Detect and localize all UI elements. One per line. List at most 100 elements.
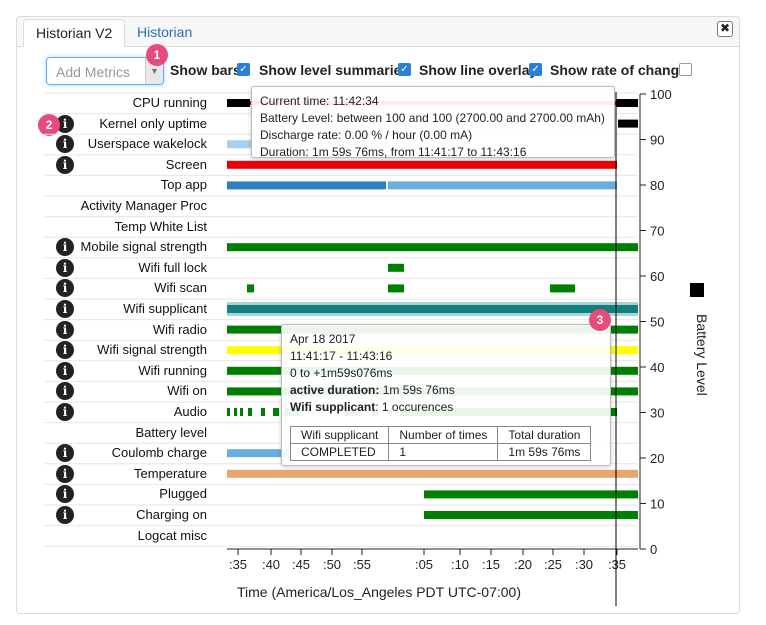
badge-2: 2 — [38, 114, 60, 136]
info-icon[interactable]: i — [56, 485, 74, 504]
metric-label: Screen — [165, 156, 207, 172]
show-bars-label: Show bars — [170, 62, 241, 78]
metric-label: Wifi scan — [154, 280, 207, 296]
timeline-bar — [618, 119, 638, 128]
timeline-bar — [273, 408, 279, 416]
info-icon[interactable]: i — [56, 341, 74, 360]
metric-label: Wifi radio — [152, 321, 207, 337]
metric-label: Userspace wakelock — [87, 136, 207, 152]
battery-level-legend-swatch — [690, 283, 704, 297]
metric-label: Audio — [173, 404, 207, 419]
info-icon[interactable]: i — [56, 506, 74, 524]
show-line-overlay-checkbox[interactable]: ✓ — [529, 63, 542, 76]
metric-label: Temperature — [134, 465, 207, 481]
metric-label: Temp White List — [114, 218, 207, 234]
tooltip-current-time: Current time: 11:42:34 — [260, 94, 379, 108]
y-tick-label: 40 — [650, 360, 664, 375]
wifi-supplicant-tooltip: Apr 18 2017 11:41:17 - 11:43:16 0 to +1m… — [281, 324, 611, 466]
x-tick-label: :35 — [608, 557, 626, 572]
x-tick-label: :25 — [544, 557, 562, 572]
y-tick-label: 70 — [650, 224, 664, 239]
tooltip-time-range: 11:41:17 - 11:43:16 — [290, 349, 393, 363]
table-cell: 1 — [388, 443, 499, 461]
timeline-bar — [227, 449, 290, 458]
timeline-bar — [424, 490, 638, 499]
metric-occurrences: : 1 occurences — [375, 400, 454, 414]
tooltip-duration: Duration: 1m 59s 76ms, from 11:41:17 to … — [260, 145, 527, 159]
tab-historian[interactable]: Historian — [137, 24, 193, 40]
tooltip-date: Apr 18 2017 — [290, 332, 356, 346]
show-rate-of-change-label: Show rate of change — [550, 62, 687, 78]
badge-3: 3 — [589, 309, 611, 331]
info-icon[interactable]: i — [56, 135, 74, 154]
y-tick-label: 10 — [650, 497, 664, 512]
info-icon[interactable]: i — [56, 300, 74, 318]
show-bars-checkbox[interactable]: ✓ — [237, 63, 250, 76]
timeline-bar — [227, 243, 638, 252]
info-icon[interactable]: i — [56, 114, 74, 133]
y-tick-label: 100 — [650, 87, 672, 102]
metric-label: Wifi signal strength — [97, 342, 207, 358]
timeline-bar — [234, 408, 237, 416]
tooltip-battery-level: Battery Level: between 100 and 100 (2700… — [260, 111, 605, 125]
tab-bar: Historian V2 Historian ✖ — [17, 17, 739, 47]
show-level-summaries-checkbox[interactable]: ✓ — [398, 63, 411, 76]
x-tick-label: :30 — [575, 557, 593, 572]
info-icon[interactable]: i — [56, 361, 74, 380]
badge-1: 1 — [146, 44, 168, 66]
x-tick-label: :35 — [229, 557, 247, 572]
show-rate-of-change-checkbox[interactable] — [679, 63, 692, 76]
timeline-bar — [388, 263, 404, 272]
x-tick-label: :10 — [451, 557, 469, 572]
metric-label: Kernel only uptime — [99, 115, 207, 131]
add-metrics-placeholder: Add Metrics — [56, 64, 130, 80]
close-icon[interactable]: ✖ — [717, 21, 733, 37]
x-tick-label: :50 — [323, 557, 341, 572]
metric-label: Activity Manager Proc — [80, 198, 207, 213]
metric-name: Wifi supplicant — [290, 400, 376, 414]
x-tick-label: :45 — [292, 557, 310, 572]
info-icon[interactable]: i — [56, 258, 74, 277]
y-tick-label: 30 — [650, 406, 664, 421]
metric-label: CPU running — [132, 95, 207, 110]
info-icon[interactable]: i — [56, 279, 74, 298]
info-icon[interactable]: i — [56, 403, 74, 421]
timeline-bar — [248, 408, 252, 416]
metric-label: Coulomb charge — [111, 445, 207, 461]
x-axis-label: Time (America/Los_Angeles PDT UTC-07:00) — [237, 584, 521, 600]
metric-label: Charging on — [136, 507, 207, 522]
metric-label: Wifi on — [167, 383, 207, 399]
y-axis-label: Battery Level — [694, 314, 710, 396]
active-duration-value: 1m 59s 76ms — [379, 383, 455, 397]
y-tick-label: 80 — [650, 178, 664, 193]
tooltip-active-duration: active duration: 1m 59s 76ms — [290, 382, 602, 399]
metric-label: Mobile signal strength — [80, 239, 207, 255]
info-icon[interactable]: i — [56, 444, 74, 463]
timeline-bar — [227, 160, 617, 169]
timeline-bar — [240, 408, 243, 416]
info-icon[interactable]: i — [56, 464, 74, 483]
timeline-bar — [388, 284, 404, 293]
table-row: COMPLETED 1 1m 59s 76ms — [289, 443, 592, 461]
info-icon[interactable]: i — [56, 238, 74, 257]
x-tick-label: :20 — [514, 557, 532, 572]
tooltip-occurrences: Wifi supplicant: 1 occurences — [290, 399, 602, 416]
info-icon[interactable]: i — [56, 155, 74, 174]
info-icon[interactable]: i — [56, 382, 74, 401]
y-tick-label: 20 — [650, 451, 664, 466]
timeline-bar — [227, 408, 230, 416]
show-level-summaries-label: Show level summaries — [259, 62, 410, 78]
x-tick-label: :55 — [353, 557, 371, 572]
tooltip-discharge-rate: Discharge rate: 0.00 % / hour (0.00 mA) — [260, 128, 473, 142]
info-icon[interactable]: i — [56, 320, 74, 339]
x-tick-label: :05 — [415, 557, 433, 572]
y-tick-label: 60 — [650, 269, 664, 284]
y-tick-label: 90 — [650, 133, 664, 148]
tab-historian-v2[interactable]: Historian V2 — [23, 19, 126, 47]
timeline-bar — [616, 99, 638, 107]
timeline-bar — [227, 469, 638, 478]
show-line-overlay-label: Show line overlay — [419, 62, 538, 78]
tooltip-offset: 0 to +1m59s076ms — [290, 366, 393, 380]
add-metrics-select[interactable]: Add Metrics ▼ — [46, 57, 164, 85]
timeline-bar — [227, 181, 386, 190]
